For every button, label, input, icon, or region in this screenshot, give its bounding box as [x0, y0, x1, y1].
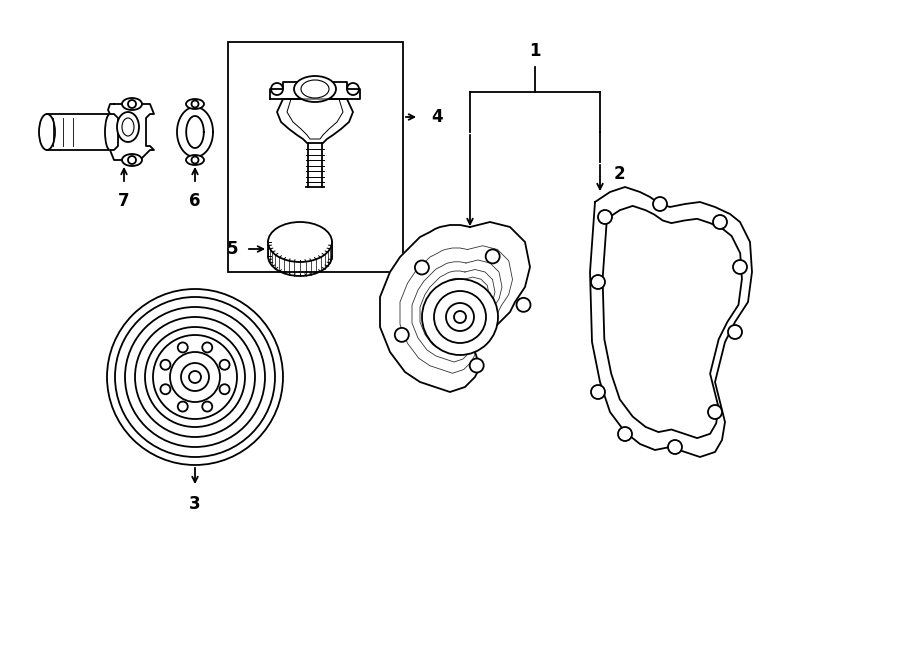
- Circle shape: [668, 440, 682, 454]
- Circle shape: [160, 359, 170, 370]
- Polygon shape: [270, 82, 360, 99]
- Circle shape: [415, 260, 429, 275]
- Ellipse shape: [294, 76, 336, 102]
- Text: 5: 5: [227, 240, 238, 258]
- Polygon shape: [108, 104, 154, 160]
- Text: 2: 2: [614, 165, 626, 183]
- Polygon shape: [590, 187, 752, 457]
- Circle shape: [733, 260, 747, 274]
- Text: 3: 3: [189, 495, 201, 513]
- Polygon shape: [177, 107, 213, 157]
- Circle shape: [446, 303, 474, 331]
- Circle shape: [202, 402, 212, 412]
- Ellipse shape: [268, 222, 332, 262]
- Circle shape: [160, 384, 170, 395]
- Circle shape: [434, 291, 486, 343]
- Circle shape: [395, 328, 409, 342]
- Circle shape: [486, 250, 500, 263]
- Ellipse shape: [117, 112, 139, 142]
- Circle shape: [470, 359, 483, 373]
- Text: 7: 7: [118, 192, 130, 210]
- Circle shape: [598, 210, 612, 224]
- Text: 1: 1: [529, 42, 541, 60]
- Circle shape: [708, 405, 722, 419]
- Circle shape: [202, 342, 212, 352]
- Circle shape: [178, 402, 188, 412]
- Ellipse shape: [186, 99, 204, 109]
- Circle shape: [422, 279, 498, 355]
- Circle shape: [153, 335, 237, 419]
- Circle shape: [713, 215, 727, 229]
- Circle shape: [591, 385, 605, 399]
- Text: 4: 4: [431, 108, 443, 126]
- Polygon shape: [277, 99, 353, 143]
- Circle shape: [220, 384, 230, 395]
- Circle shape: [618, 427, 632, 441]
- Circle shape: [517, 298, 530, 312]
- Ellipse shape: [122, 98, 142, 110]
- Circle shape: [220, 359, 230, 370]
- Circle shape: [178, 342, 188, 352]
- Circle shape: [170, 352, 220, 402]
- Circle shape: [591, 275, 605, 289]
- Circle shape: [728, 325, 742, 339]
- Text: 6: 6: [189, 192, 201, 210]
- Circle shape: [653, 197, 667, 211]
- Polygon shape: [380, 222, 530, 392]
- Bar: [228, 42, 403, 272]
- Ellipse shape: [186, 155, 204, 165]
- Ellipse shape: [122, 154, 142, 166]
